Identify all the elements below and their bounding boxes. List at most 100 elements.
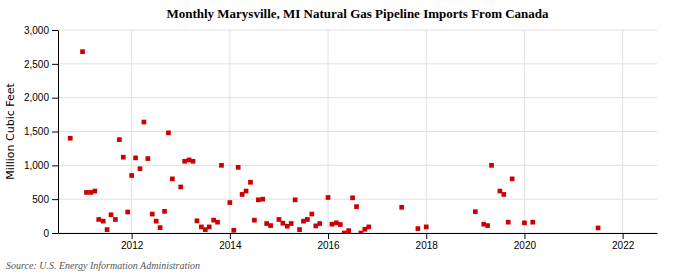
x-tick-mark <box>230 233 231 239</box>
point <box>142 120 147 125</box>
y-tick-mark <box>52 98 58 99</box>
point <box>236 165 241 170</box>
point <box>338 222 343 227</box>
y-tick: 2,500 <box>24 59 58 70</box>
y-tick-mark <box>52 233 58 234</box>
point <box>473 209 478 214</box>
x-axis-line <box>59 233 658 234</box>
point <box>305 217 310 222</box>
y-tick: 0 <box>43 228 58 239</box>
y-tick: 1,500 <box>24 126 58 137</box>
point <box>260 197 265 202</box>
y-axis-title: Million Cubic Feet <box>4 82 17 179</box>
point <box>399 205 404 210</box>
point <box>154 219 159 224</box>
point <box>350 195 355 200</box>
points <box>68 49 600 233</box>
x-tick-label: 2012 <box>121 240 144 251</box>
point <box>117 137 122 142</box>
point <box>309 212 314 217</box>
y-tick-mark <box>52 199 58 200</box>
point <box>109 212 114 217</box>
point <box>297 227 302 232</box>
y-tick-label: 3,000 <box>24 25 49 36</box>
point <box>317 221 322 226</box>
point <box>501 192 506 197</box>
point <box>326 195 331 200</box>
y-tick-label: 1,000 <box>24 160 49 171</box>
point <box>101 219 106 224</box>
x-tick: 2012 <box>121 233 144 251</box>
point <box>596 226 601 231</box>
point <box>207 225 212 230</box>
grid <box>58 30 657 233</box>
point <box>489 163 494 168</box>
grid-line-y <box>58 97 657 98</box>
point <box>506 220 511 225</box>
point <box>191 159 196 164</box>
y-axis-line <box>58 31 59 234</box>
point <box>138 166 143 171</box>
point <box>366 225 371 230</box>
grid-line-x <box>328 30 329 233</box>
annotation: Source: U.S. Energy Information Administ… <box>6 260 200 271</box>
x-tick-mark <box>426 233 427 239</box>
y-tick-mark <box>52 30 58 31</box>
point <box>162 209 167 214</box>
point <box>96 217 101 222</box>
plot-area: 2012 2014 2016 2018 2020 2022 0 500 1,000 1,500 2,… <box>24 25 658 251</box>
y-tick-label: 2,000 <box>24 92 49 103</box>
point <box>182 159 187 164</box>
x-tick-label: 2020 <box>514 240 537 251</box>
y-tick: 2,000 <box>24 92 58 103</box>
point <box>146 156 151 161</box>
point <box>68 136 73 141</box>
point <box>84 190 89 195</box>
x-axis: 2012 2014 2016 2018 2020 2022 <box>59 233 658 251</box>
point <box>227 200 232 205</box>
grid-line-x <box>524 30 525 233</box>
point <box>129 173 134 178</box>
point <box>121 155 126 160</box>
grid-line-y <box>58 131 657 132</box>
point <box>346 228 351 233</box>
x-tick: 2014 <box>219 233 242 251</box>
x-tick-label: 2014 <box>219 240 242 251</box>
point <box>113 217 118 222</box>
x-tick-label: 2016 <box>317 240 340 251</box>
point <box>256 197 261 202</box>
point <box>170 177 175 182</box>
point <box>289 221 294 226</box>
point <box>424 225 429 230</box>
point <box>231 228 236 233</box>
x-tick-mark <box>328 233 329 239</box>
point <box>281 221 286 226</box>
grid-line-x <box>131 30 132 233</box>
y-tick: 1,000 <box>24 160 58 171</box>
y-tick: 500 <box>32 194 58 205</box>
point <box>252 218 257 223</box>
x-tick: 2022 <box>612 233 635 251</box>
point <box>530 220 535 225</box>
x-tick-mark <box>623 233 624 239</box>
point <box>485 223 490 228</box>
grid-line-x <box>426 30 427 233</box>
point <box>510 177 515 182</box>
point <box>166 131 171 136</box>
title: Monthly Marysville, MI Natural Gas Pipel… <box>166 6 549 21</box>
x-tick-mark <box>132 233 133 239</box>
point <box>150 212 155 217</box>
y-tick-mark <box>52 64 58 65</box>
point <box>330 222 335 227</box>
point <box>219 163 224 168</box>
grid-line-y <box>58 30 657 31</box>
point <box>416 226 421 231</box>
grid-line-y <box>58 233 657 234</box>
x-tick: 2018 <box>416 233 439 251</box>
point <box>195 218 200 223</box>
point <box>125 210 130 215</box>
y-tick: 3,000 <box>24 25 58 36</box>
point <box>293 197 298 202</box>
point <box>268 223 273 228</box>
grid-line-y <box>58 63 657 64</box>
